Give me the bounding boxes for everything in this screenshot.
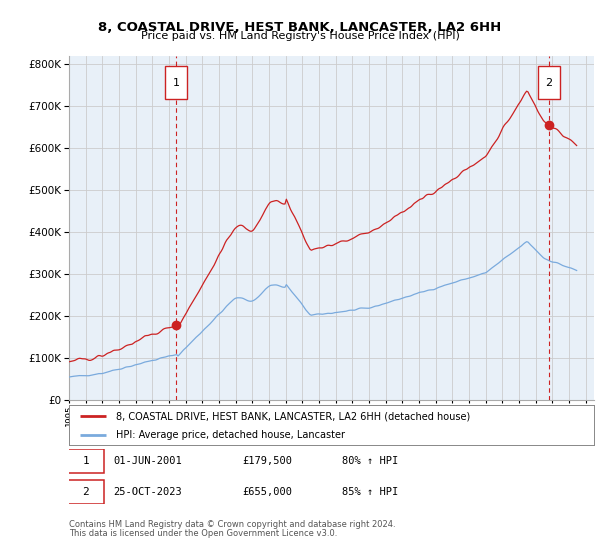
Text: £655,000: £655,000 bbox=[242, 487, 292, 497]
Text: Price paid vs. HM Land Registry's House Price Index (HPI): Price paid vs. HM Land Registry's House … bbox=[140, 31, 460, 41]
FancyBboxPatch shape bbox=[165, 66, 187, 99]
Text: 2: 2 bbox=[82, 487, 89, 497]
Text: 2: 2 bbox=[545, 78, 553, 88]
Text: 8, COASTAL DRIVE, HEST BANK, LANCASTER, LA2 6HH (detached house): 8, COASTAL DRIVE, HEST BANK, LANCASTER, … bbox=[116, 411, 470, 421]
Text: £179,500: £179,500 bbox=[242, 456, 292, 466]
Text: 85% ↑ HPI: 85% ↑ HPI bbox=[342, 487, 398, 497]
Text: 25-OCT-2023: 25-OCT-2023 bbox=[113, 487, 182, 497]
Text: This data is licensed under the Open Government Licence v3.0.: This data is licensed under the Open Gov… bbox=[69, 529, 337, 538]
Text: 8, COASTAL DRIVE, HEST BANK, LANCASTER, LA2 6HH: 8, COASTAL DRIVE, HEST BANK, LANCASTER, … bbox=[98, 21, 502, 34]
FancyBboxPatch shape bbox=[68, 480, 104, 504]
Text: 1: 1 bbox=[173, 78, 179, 88]
Text: HPI: Average price, detached house, Lancaster: HPI: Average price, detached house, Lanc… bbox=[116, 430, 345, 440]
Text: 01-JUN-2001: 01-JUN-2001 bbox=[113, 456, 182, 466]
FancyBboxPatch shape bbox=[68, 449, 104, 473]
Text: 1: 1 bbox=[82, 456, 89, 466]
Text: 80% ↑ HPI: 80% ↑ HPI bbox=[342, 456, 398, 466]
Text: Contains HM Land Registry data © Crown copyright and database right 2024.: Contains HM Land Registry data © Crown c… bbox=[69, 520, 395, 529]
FancyBboxPatch shape bbox=[538, 66, 560, 99]
